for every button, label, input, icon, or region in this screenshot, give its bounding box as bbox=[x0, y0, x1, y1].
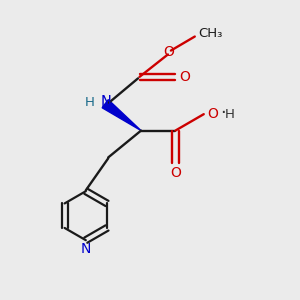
Text: CH₃: CH₃ bbox=[199, 27, 223, 40]
Text: N: N bbox=[81, 242, 91, 256]
Text: H: H bbox=[225, 108, 235, 121]
Polygon shape bbox=[102, 100, 141, 130]
Text: H: H bbox=[85, 96, 94, 109]
Text: O: O bbox=[179, 70, 190, 84]
Text: ·: · bbox=[220, 104, 226, 122]
Text: O: O bbox=[170, 166, 181, 180]
Text: O: O bbox=[163, 45, 174, 59]
Text: N: N bbox=[101, 95, 112, 110]
Text: O: O bbox=[207, 107, 218, 121]
